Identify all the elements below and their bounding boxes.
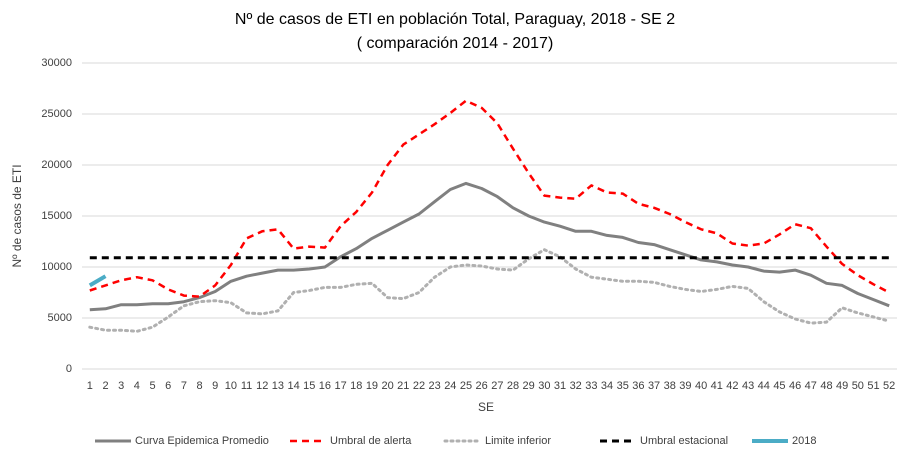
series-line: [88, 274, 107, 288]
x-tick-label: 47: [805, 380, 817, 392]
x-tick-label: 22: [413, 380, 425, 392]
series-line: [88, 248, 891, 333]
x-tick-label: 7: [181, 380, 187, 392]
x-tick-label: 1: [87, 380, 93, 392]
x-tick-label: 25: [460, 380, 472, 392]
x-tick-label: 20: [382, 380, 394, 392]
x-tick-label: 24: [444, 380, 456, 392]
x-tick-label: 23: [429, 380, 441, 392]
y-tick-label: 10000: [41, 261, 72, 273]
x-tick-label: 45: [773, 380, 785, 392]
x-tick-label: 41: [711, 380, 723, 392]
x-tick-label: 35: [617, 380, 629, 392]
x-tick-label: 38: [664, 380, 676, 392]
x-tick-label: 31: [554, 380, 566, 392]
x-tick-label: 44: [758, 380, 770, 392]
x-tick-label: 9: [212, 380, 218, 392]
chart-subtitle: ( comparación 2014 - 2017): [357, 35, 554, 52]
x-tick-label: 19: [366, 380, 378, 392]
x-tick-label: 11: [241, 380, 252, 392]
series-line: [89, 181, 890, 312]
x-tick-label: 18: [350, 380, 362, 392]
x-tick-label: 43: [742, 380, 754, 392]
series-line: [89, 99, 890, 298]
y-tick-label: 20000: [41, 159, 72, 171]
x-tick-label: 29: [523, 380, 535, 392]
x-tick-label: 37: [648, 380, 660, 392]
y-tick-label: 15000: [41, 210, 72, 222]
x-tick-label: 33: [585, 380, 597, 392]
x-tick-label: 5: [149, 380, 155, 392]
x-tick-label: 6: [165, 380, 171, 392]
y-tick-label: 0: [66, 363, 72, 375]
x-tick-label: 13: [272, 380, 284, 392]
x-tick-label: 12: [256, 380, 268, 392]
x-tick-label: 30: [538, 380, 550, 392]
x-tick-label: 39: [679, 380, 691, 392]
x-tick-label: 3: [118, 380, 124, 392]
x-tick-label: 34: [601, 380, 613, 392]
legend-label: Limite inferior: [485, 435, 551, 447]
y-tick-label: 30000: [41, 57, 72, 69]
x-tick-label: 26: [476, 380, 488, 392]
x-tick-label: 50: [852, 380, 864, 392]
x-tick-label: 32: [570, 380, 582, 392]
x-tick-label: 17: [334, 380, 346, 392]
x-tick-label: 21: [397, 380, 409, 392]
chart-title: Nº de casos de ETI en población Total, P…: [235, 11, 675, 28]
x-tick-label: 49: [836, 380, 848, 392]
x-tick-label: 8: [196, 380, 202, 392]
legend-label: Curva Epidemica Promedio: [135, 435, 269, 447]
x-tick-label: 28: [507, 380, 519, 392]
legend-label: Umbral estacional: [640, 435, 728, 447]
x-tick-label: 27: [491, 380, 503, 392]
x-tick-label: 46: [789, 380, 801, 392]
y-tick-label: 25000: [41, 108, 72, 120]
x-tick-label: 2: [102, 380, 108, 392]
legend-label: Umbral de alerta: [330, 435, 412, 447]
x-tick-label: 16: [319, 380, 331, 392]
y-tick-label: 5000: [48, 312, 72, 324]
legend-label: 2018: [792, 435, 816, 447]
y-axis-label: Nº de casos de ETI: [10, 164, 24, 267]
x-tick-label: 42: [726, 380, 738, 392]
x-tick-label: 51: [867, 380, 879, 392]
x-tick-label: 48: [820, 380, 832, 392]
x-tick-label: 14: [287, 380, 299, 392]
x-axis-label: SE: [478, 400, 494, 414]
x-tick-label: 36: [632, 380, 644, 392]
x-tick-label: 4: [134, 380, 140, 392]
x-tick-label: 52: [883, 380, 895, 392]
x-tick-label: 10: [225, 380, 237, 392]
x-tick-label: 40: [695, 380, 707, 392]
x-tick-label: 15: [303, 380, 315, 392]
